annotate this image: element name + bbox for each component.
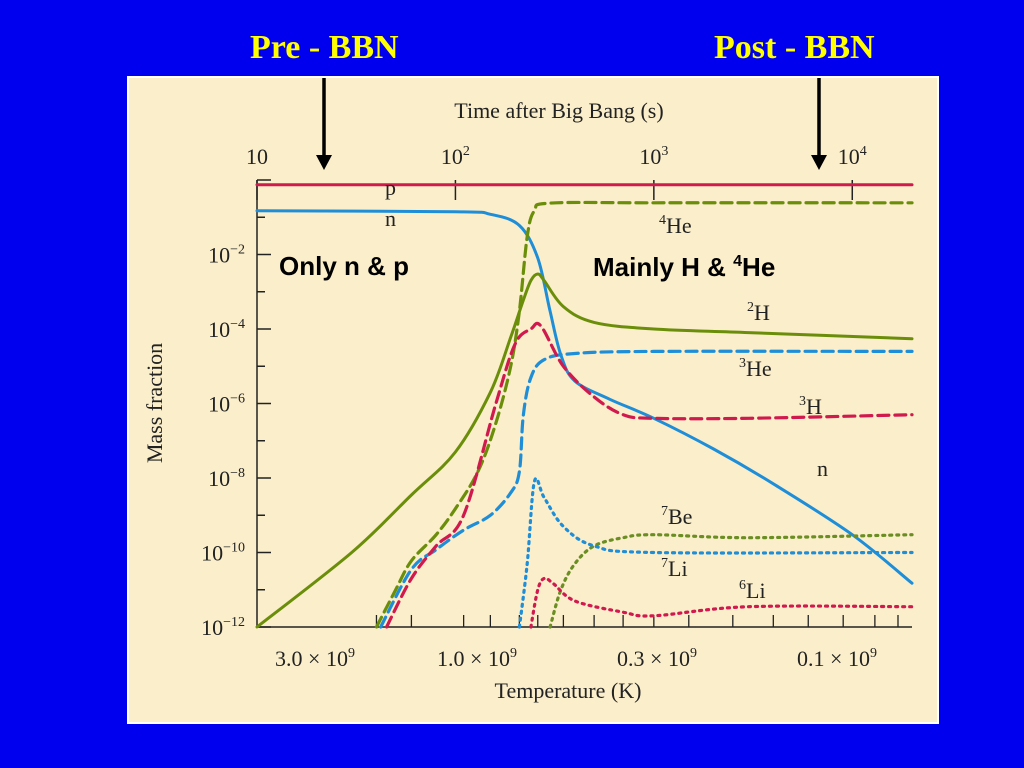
x-tick-label: 0.3 × 109 bbox=[617, 646, 697, 671]
y-tick-label: 10−4 bbox=[208, 317, 245, 342]
series-line-n bbox=[255, 209, 914, 585]
series-label-2h: 2H bbox=[747, 300, 770, 325]
top-tick-label: 102 bbox=[441, 144, 470, 169]
series-line-6li bbox=[529, 576, 914, 629]
series-label-6li: 6Li bbox=[739, 578, 766, 603]
series-line-4he bbox=[374, 200, 914, 629]
y-tick-label: 10−10 bbox=[201, 541, 245, 566]
top-tick-label: 10 bbox=[246, 144, 268, 169]
top-axis-title: Time after Big Bang (s) bbox=[454, 98, 663, 123]
x-tick-label: 3.0 × 109 bbox=[275, 646, 355, 671]
series-label-7li: 7Li bbox=[661, 556, 688, 581]
series-label-p: p bbox=[385, 175, 396, 200]
y-tick-label: 10−2 bbox=[208, 243, 245, 268]
top-tick-label: 104 bbox=[838, 144, 867, 169]
y-axis-title: Mass fraction bbox=[142, 343, 167, 463]
series-label-3h: 3H bbox=[799, 394, 822, 419]
x-tick-label: 1.0 × 109 bbox=[437, 646, 517, 671]
series-line-2h bbox=[255, 272, 914, 629]
series-label-3he: 3He bbox=[739, 356, 772, 381]
x-axis-title: Temperature (K) bbox=[495, 678, 642, 703]
y-tick-label: 10−12 bbox=[201, 615, 245, 640]
post-bbn-label: Post - BBN bbox=[714, 29, 875, 66]
annotation-mainly-h-he: Mainly H & 4He bbox=[593, 252, 775, 282]
pre-bbn-label: Pre - BBN bbox=[250, 29, 399, 66]
series-line-3he bbox=[379, 349, 914, 629]
y-tick-label: 10−8 bbox=[208, 466, 245, 491]
y-tick-label: 10−6 bbox=[208, 392, 245, 417]
series-line-7li bbox=[517, 476, 914, 629]
post-bbn-arrow bbox=[811, 78, 827, 170]
annotation-only-n-p: Only n & p bbox=[279, 251, 409, 281]
series-label-7be: 7Be bbox=[661, 504, 692, 529]
series-label-n: n bbox=[385, 206, 396, 231]
series-line-3h bbox=[385, 321, 914, 629]
top-tick-label: 103 bbox=[639, 144, 668, 169]
x-tick-label: 0.1 × 109 bbox=[797, 646, 877, 671]
bbn-chart: 10−2 10−4 10−6 10−8 10−10 10−12 10 102 103 104 Tim… bbox=[127, 76, 939, 724]
series-label-n-tail: n bbox=[817, 456, 828, 481]
pre-bbn-arrow bbox=[316, 78, 332, 170]
series-label-4he: 4He bbox=[659, 213, 692, 238]
